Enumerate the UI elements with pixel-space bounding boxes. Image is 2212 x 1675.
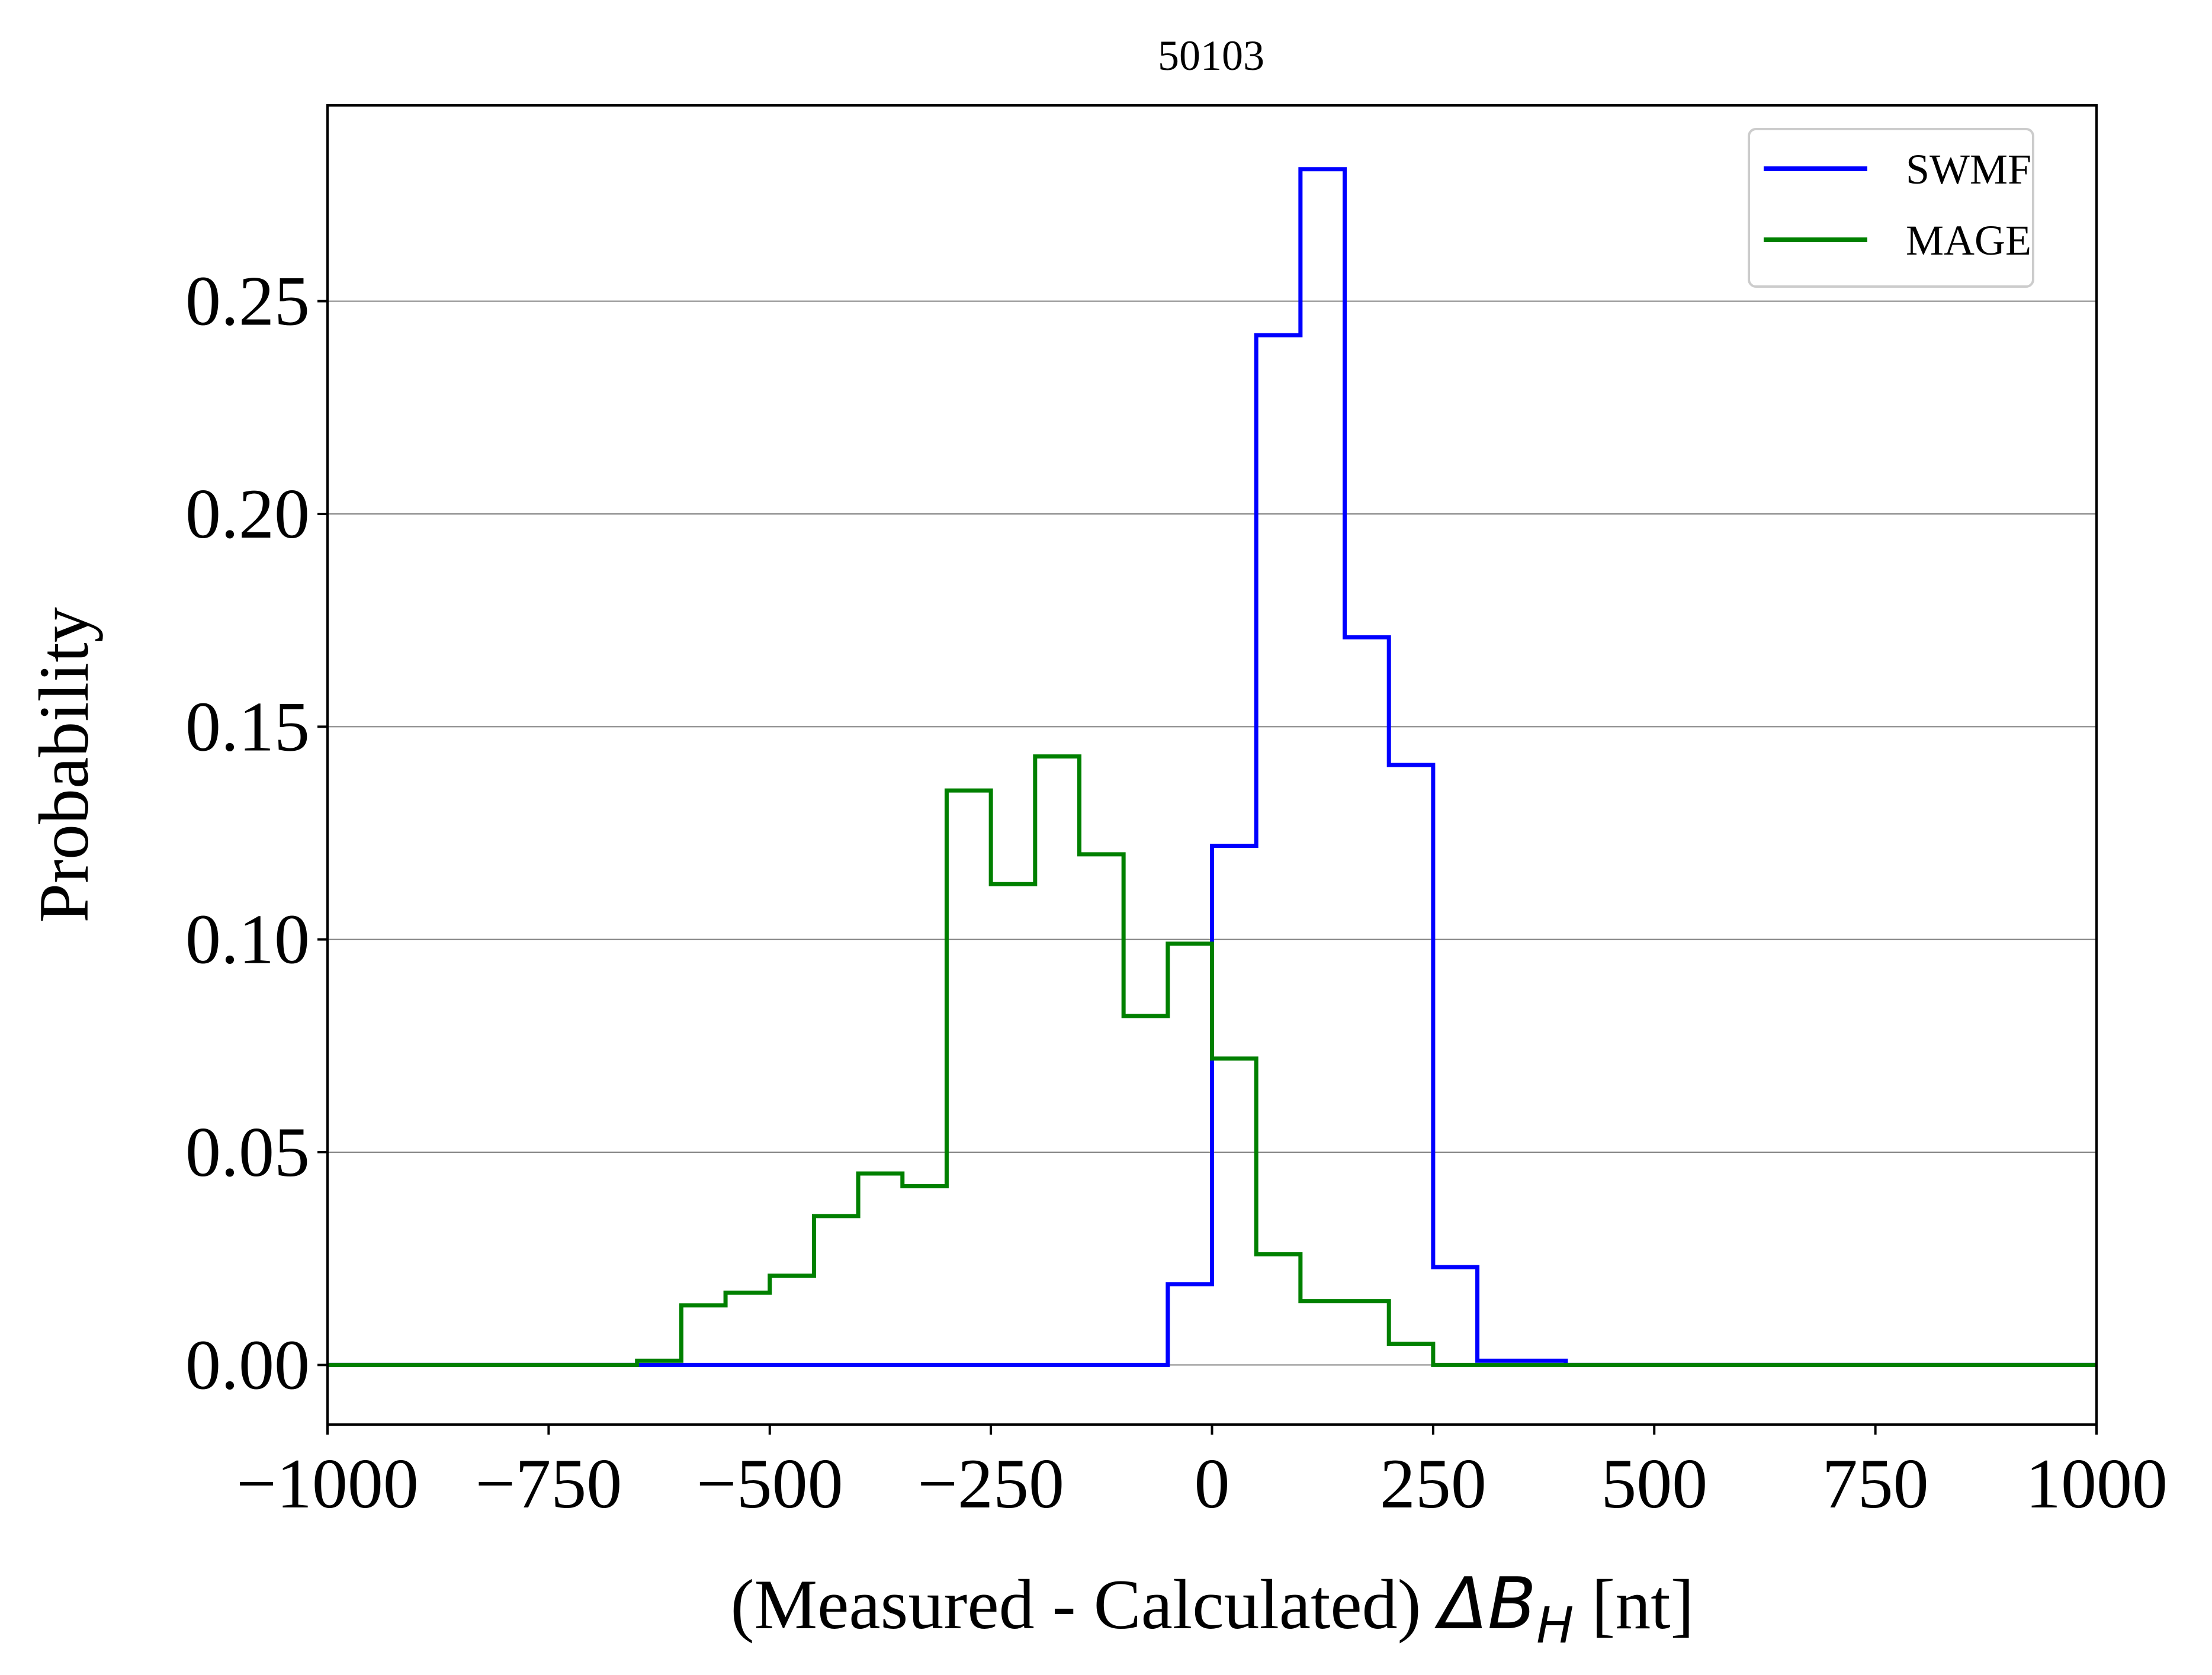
x-tick-label: 750 [1822, 1444, 1929, 1523]
x-tick-label: −500 [696, 1444, 843, 1523]
x-axis-label-prefix: (Measured - Calculated) [731, 1565, 1439, 1644]
x-tick-label: 0 [1195, 1444, 1230, 1523]
y-tick-label: 0.05 [185, 1113, 310, 1191]
series-lines [328, 167, 2097, 1367]
x-tick-label: 500 [1601, 1444, 1707, 1523]
y-tick-label: 0.10 [185, 900, 310, 979]
y-axis-label: Probability [24, 607, 103, 922]
x-tick-label: −750 [476, 1444, 622, 1523]
x-tick-label: 1000 [2025, 1444, 2168, 1523]
y-axis-ticks: 0.00 0.05 0.10 0.15 0.20 0.25 [185, 262, 328, 1404]
series-line-mage [328, 754, 2097, 1367]
x-axis-label-suffix: [nt] [1574, 1565, 1694, 1644]
legend-label-swmf: SWMF [1906, 146, 2031, 193]
y-tick-label: 0.25 [185, 262, 310, 340]
x-tick-label: −250 [917, 1444, 1064, 1523]
x-axis-label-subscript: H [1536, 1596, 1574, 1654]
x-tick-label: 250 [1380, 1444, 1487, 1523]
x-axis-ticks: −1000 −750 −500 −250 0 250 500 750 1000 [236, 1425, 2168, 1523]
legend: SWMF MAGE [1748, 128, 2034, 288]
y-tick-label: 0.00 [185, 1325, 310, 1404]
x-tick-label: −1000 [236, 1444, 419, 1523]
chart-title: 50103 [1158, 32, 1264, 79]
y-tick-label: 0.15 [185, 687, 310, 766]
x-axis-label: (Measured - Calculated) ΔBH [nt] [731, 1563, 1694, 1654]
x-axis-label-math: ΔB [1434, 1563, 1536, 1645]
legend-label-mage: MAGE [1906, 217, 2031, 264]
y-tick-label: 0.20 [185, 474, 310, 553]
